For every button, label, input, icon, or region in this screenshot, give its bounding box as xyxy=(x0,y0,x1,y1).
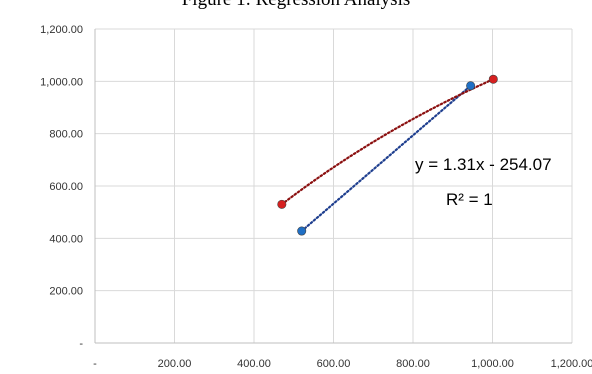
y-tick-label: - xyxy=(79,338,83,350)
data-point-series-2 xyxy=(488,74,498,84)
x-tick-label: 400.00 xyxy=(237,358,271,370)
grid-lines xyxy=(95,28,573,343)
data-point-series-1 xyxy=(297,226,307,236)
chart-title: Figure 1: Regression Analysis xyxy=(0,0,592,12)
trendline-series-1 xyxy=(300,84,472,233)
axes xyxy=(94,29,572,344)
data-points xyxy=(277,74,498,236)
x-tick-label: 800.00 xyxy=(396,358,430,370)
x-tick-label: 1,200.00 xyxy=(551,358,592,370)
y-tick-label: 800.00 xyxy=(49,129,83,141)
y-tick-label: 1,200.00 xyxy=(40,24,83,36)
x-tick-label: - xyxy=(93,358,97,370)
x-tick-label: 600.00 xyxy=(317,358,351,370)
y-tick-label: 200.00 xyxy=(49,286,83,298)
y-tick-label: 600.00 xyxy=(49,181,83,193)
trendline-series-2 xyxy=(280,78,495,206)
regression-equation: y = 1.31x - 254.07 xyxy=(415,155,552,174)
x-tick-label: 1,000.00 xyxy=(471,358,514,370)
y-tick-label: 400.00 xyxy=(49,233,83,245)
trendlines xyxy=(280,78,495,233)
data-point-series-2 xyxy=(277,199,287,209)
r-squared-label: R² = 1 xyxy=(446,190,493,209)
tick-labels: - 200.00 400.00 600.00 800.00 1,000.00 1,200.0… xyxy=(40,24,592,370)
y-tick-label: 1,000.00 xyxy=(40,76,83,88)
data-point-series-1 xyxy=(466,81,476,91)
x-tick-label: 200.00 xyxy=(158,358,192,370)
